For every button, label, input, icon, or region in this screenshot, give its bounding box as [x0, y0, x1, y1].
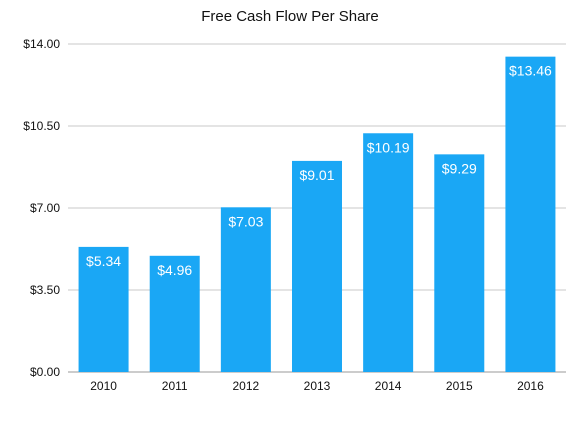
x-tick-label: 2015	[446, 379, 473, 393]
data-label: $5.34	[86, 253, 121, 269]
data-label: $10.19	[367, 139, 410, 155]
x-tick-label: 2016	[517, 379, 544, 393]
x-tick-label: 2014	[375, 379, 402, 393]
bar	[220, 207, 271, 372]
chart-title: Free Cash Flow Per Share	[201, 8, 379, 25]
y-tick-label: $10.50	[23, 119, 60, 133]
data-label: $9.01	[299, 167, 334, 183]
data-label: $4.96	[157, 262, 192, 278]
bar	[363, 133, 414, 372]
x-tick-labels: 2010 2011 2012 2013 2014 2015 2016	[90, 379, 544, 393]
x-tick-label: 2010	[90, 379, 117, 393]
bar	[78, 246, 129, 372]
data-labels: $5.34 $4.96 $7.03 $9.01 $10.19 $9.29 $13.46	[86, 63, 552, 278]
bar	[149, 255, 200, 372]
bars	[78, 56, 556, 372]
data-label: $7.03	[228, 213, 263, 229]
bar	[434, 154, 485, 372]
x-tick-label: 2013	[304, 379, 331, 393]
bar	[292, 160, 342, 372]
y-tick-label: $7.00	[30, 201, 60, 215]
y-tick-label: $3.50	[30, 283, 60, 297]
y-tick-label: $0.00	[30, 365, 60, 379]
data-label: $13.46	[509, 63, 552, 79]
x-tick-label: 2012	[233, 379, 260, 393]
data-label: $9.29	[442, 160, 477, 176]
y-tick-labels: $0.00 $3.50 $7.00 $10.50 $14.00	[23, 37, 60, 379]
bar	[505, 56, 556, 372]
x-tick-label: 2011	[162, 379, 188, 393]
y-tick-label: $14.00	[23, 37, 60, 51]
